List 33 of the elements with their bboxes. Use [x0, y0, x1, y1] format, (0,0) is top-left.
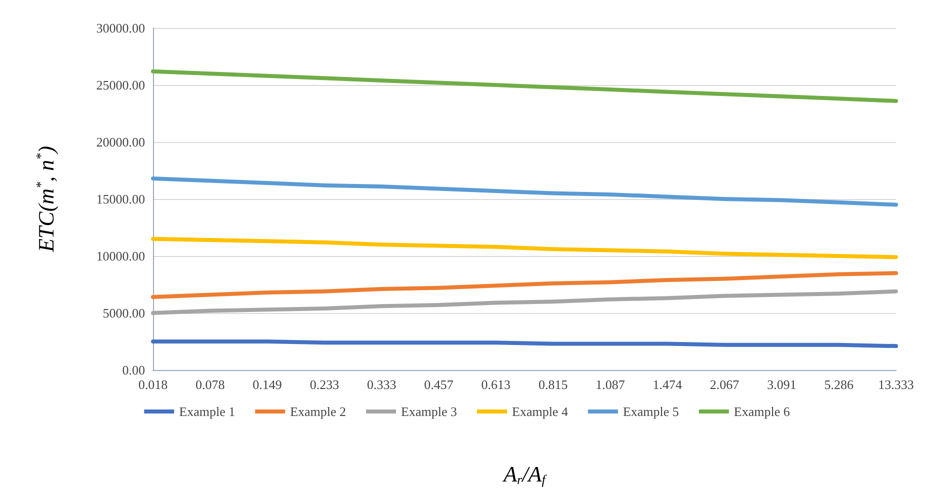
- y-tick-label: 30000.00: [96, 20, 145, 36]
- legend-label: Example 6: [734, 404, 790, 419]
- x-tick-label: 0.457: [424, 377, 454, 392]
- y-tick-label: 0.00: [122, 362, 145, 378]
- x-tick-label: 0.018: [138, 377, 168, 392]
- y-tick-label: 20000.00: [96, 134, 145, 150]
- x-tick-label: 0.149: [252, 377, 282, 392]
- y-tick-label: 25000.00: [96, 78, 145, 92]
- legend-label: Example 1: [179, 404, 236, 419]
- x-tick-label: 2.067: [710, 377, 740, 392]
- y-tick-label: 10000.00: [96, 248, 145, 264]
- line-series: [151, 69, 898, 103]
- legend-label: Example 2: [290, 404, 346, 419]
- x-tick-label: 1.474: [652, 377, 683, 392]
- x-tick-label: 0.815: [538, 377, 568, 392]
- legend-label: Example 5: [622, 404, 679, 419]
- y-tick-label: 15000.00: [96, 192, 145, 206]
- line-series: [151, 176, 898, 207]
- x-tick-label: 0.078: [196, 377, 225, 392]
- y-tick-label: 5000.00: [102, 306, 145, 320]
- legend-label: Example 4: [512, 404, 568, 419]
- x-tick-label: 0.333: [366, 377, 396, 392]
- y-axis-title: ETC(m*, n*): [33, 146, 58, 254]
- x-tick-label: 1.087: [596, 377, 626, 392]
- line-series: [151, 236, 898, 260]
- x-tick-label: 0.233: [310, 377, 340, 392]
- x-tick-label: 13.333: [878, 377, 914, 392]
- x-tick-label: 0.613: [481, 377, 511, 392]
- line-series: [151, 271, 898, 300]
- legend-label: Example 3: [401, 404, 458, 419]
- x-tick-label: 5.286: [824, 377, 854, 392]
- line-series: [151, 289, 898, 315]
- x-tick-label: 3.091: [767, 377, 796, 392]
